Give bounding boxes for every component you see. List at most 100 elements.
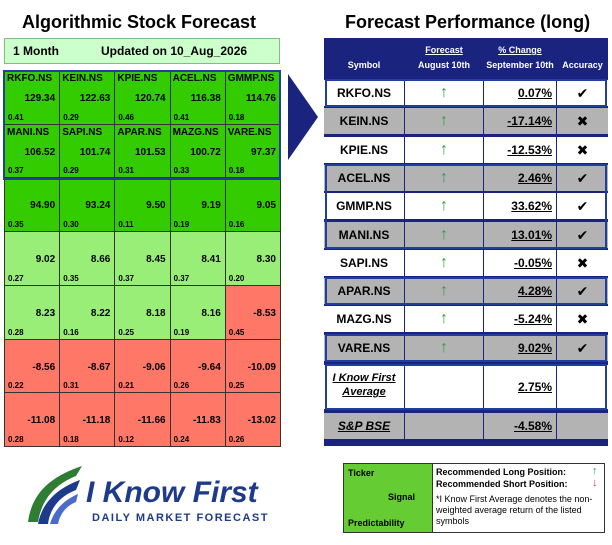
forecast-cell: -8.67 0.31 bbox=[59, 338, 116, 394]
average-accuracy-empty bbox=[557, 365, 608, 409]
performance-row: RKFO.NS ↑ 0.07% ✔ bbox=[324, 80, 608, 106]
cell-signal: 100.72 bbox=[190, 146, 221, 158]
forecast-cell: KPIE.NS 120.74 0.46 bbox=[114, 70, 171, 125]
forecast-cell: MAZG.NS 100.72 0.33 bbox=[169, 123, 226, 179]
legend-short: Recommended Short Position: bbox=[436, 479, 568, 489]
row-symbol: APAR.NS bbox=[324, 278, 404, 305]
forecast-cell: 8.16 0.19 bbox=[169, 284, 226, 340]
row-symbol: KEIN.NS bbox=[324, 108, 404, 135]
col-change-date: September 10th bbox=[486, 60, 554, 70]
forecast-cell: -11.08 0.28 bbox=[4, 392, 61, 447]
performance-row: SAPI.NS ↑ -0.05% ✖ bbox=[324, 249, 608, 276]
forecast-cell: -9.06 0.21 bbox=[114, 338, 171, 394]
row-accuracy: ✔ bbox=[557, 164, 608, 191]
brand-tagline: DAILY MARKET FORECAST bbox=[92, 512, 269, 524]
cell-signal: 101.53 bbox=[134, 146, 166, 158]
benchmark-row: S&P BSE -4.58% bbox=[324, 413, 608, 439]
cell-signal: 8.16 bbox=[201, 307, 221, 319]
up-arrow-icon: ↑ bbox=[405, 334, 483, 361]
row-change: 2.46% bbox=[484, 164, 556, 191]
performance-row: GMMP.NS ↑ 33.62% ✔ bbox=[324, 193, 608, 220]
up-arrow-icon: ↑ bbox=[405, 80, 483, 106]
row-accuracy: ✔ bbox=[557, 278, 608, 305]
row-accuracy: ✔ bbox=[557, 221, 608, 248]
cell-signal: 9.19 bbox=[201, 200, 221, 212]
cell-signal: 120.74 bbox=[134, 93, 166, 104]
performance-row: VARE.NS ↑ 9.02% ✔ bbox=[324, 334, 608, 361]
forecast-cell: -8.56 0.22 bbox=[4, 338, 61, 394]
average-label-line1: I Know First bbox=[332, 372, 396, 384]
cell-symbol: MAZG.NS bbox=[172, 126, 219, 138]
cell-signal: -9.06 bbox=[142, 361, 166, 373]
col-forecast: Forecast bbox=[425, 45, 463, 55]
cell-predictability: 0.19 bbox=[173, 327, 190, 337]
cell-symbol: KPIE.NS bbox=[117, 73, 158, 84]
legend-signal: Signal bbox=[388, 492, 416, 502]
forecast-cell: 8.23 0.28 bbox=[4, 284, 61, 340]
up-arrow-icon: ↑ bbox=[405, 278, 483, 305]
row-change: 0.07% bbox=[484, 80, 556, 106]
row-symbol: KPIE.NS bbox=[324, 136, 404, 163]
cell-predictability: 0.26 bbox=[228, 434, 245, 444]
forecast-cell: 94.90 0.35 bbox=[4, 177, 61, 233]
cell-predictability: 0.12 bbox=[118, 434, 134, 444]
cell-predictability: 0.37 bbox=[173, 273, 190, 283]
legend-predictability: Predictability bbox=[348, 518, 405, 528]
cell-predictability: 0.35 bbox=[63, 273, 79, 283]
cell-signal: 8.41 bbox=[201, 254, 221, 266]
cell-predictability: 0.25 bbox=[118, 327, 134, 337]
row-symbol: SAPI.NS bbox=[324, 249, 404, 276]
up-arrow-icon: ↑ bbox=[405, 136, 483, 163]
row-symbol: MANI.NS bbox=[324, 221, 404, 248]
cell-predictability: 0.37 bbox=[118, 273, 134, 283]
cell-predictability: 0.26 bbox=[173, 381, 190, 391]
cell-predictability: 0.11 bbox=[118, 220, 134, 230]
up-arrow-icon: ↑ bbox=[405, 108, 483, 135]
cell-signal: 9.50 bbox=[146, 200, 166, 212]
row-change: 33.62% bbox=[484, 193, 556, 220]
cell-symbol: KEIN.NS bbox=[62, 73, 103, 84]
cell-predictability: 0.37 bbox=[8, 166, 24, 176]
cell-symbol: VARE.NS bbox=[227, 126, 272, 138]
legend-box: Ticker Signal Predictability Recommended… bbox=[343, 463, 605, 533]
cell-signal: 8.30 bbox=[256, 254, 276, 266]
cell-signal: -8.53 bbox=[253, 307, 276, 319]
forecast-cell: 8.30 0.20 bbox=[224, 231, 281, 286]
row-accuracy: ✔ bbox=[557, 334, 608, 361]
cell-predictability: 0.16 bbox=[63, 327, 79, 337]
cell-predictability: 0.21 bbox=[118, 381, 134, 391]
legend-cell-sample: Ticker Signal Predictability bbox=[344, 464, 433, 532]
cell-predictability: 0.22 bbox=[8, 381, 24, 391]
forecast-cell: RKFO.NS 129.34 0.41 bbox=[4, 70, 61, 125]
cell-signal: -8.67 bbox=[87, 361, 111, 373]
up-arrow-icon: ↑ bbox=[405, 193, 483, 220]
row-symbol: MAZG.NS bbox=[324, 306, 404, 333]
cell-signal: 9.02 bbox=[35, 254, 56, 266]
cell-signal: -11.18 bbox=[82, 415, 111, 427]
row-accuracy: ✖ bbox=[557, 306, 608, 333]
cell-predictability: 0.45 bbox=[228, 327, 245, 337]
forecast-cell: 8.66 0.35 bbox=[59, 231, 116, 286]
forecast-cell: 8.18 0.25 bbox=[114, 284, 171, 340]
col-symbol: Symbol bbox=[347, 60, 381, 70]
cell-predictability: 0.31 bbox=[63, 381, 79, 391]
up-arrow-icon: ↑ bbox=[592, 465, 598, 477]
forecast-cell: APAR.NS 101.53 0.31 bbox=[114, 123, 171, 179]
legend-note: *I Know First Average denotes the non-we… bbox=[436, 494, 593, 526]
cell-signal: 8.66 bbox=[90, 254, 111, 266]
forecast-cell: ACEL.NS 116.38 0.41 bbox=[169, 70, 226, 125]
brand-logo: I Know First DAILY MARKET FORECAST bbox=[22, 462, 272, 532]
average-empty bbox=[405, 365, 483, 409]
cell-signal: -11.08 bbox=[27, 415, 56, 427]
col-change: % Change bbox=[498, 45, 542, 55]
average-label: I Know First Average bbox=[324, 365, 404, 409]
cell-signal: 8.45 bbox=[146, 254, 166, 266]
forecast-cell: -9.64 0.26 bbox=[169, 338, 226, 394]
average-change: 2.75% bbox=[484, 365, 556, 409]
performance-row: MANI.NS ↑ 13.01% ✔ bbox=[324, 221, 608, 248]
forecast-grid: RKFO.NS 129.34 0.41 KEIN.NS 122.63 0.29 KPIE.N… bbox=[4, 70, 281, 447]
up-arrow-icon: ↑ bbox=[405, 306, 483, 333]
cell-signal: 106.52 bbox=[24, 146, 56, 158]
forecast-cell: -11.66 0.12 bbox=[114, 392, 171, 447]
row-symbol: RKFO.NS bbox=[324, 80, 404, 106]
